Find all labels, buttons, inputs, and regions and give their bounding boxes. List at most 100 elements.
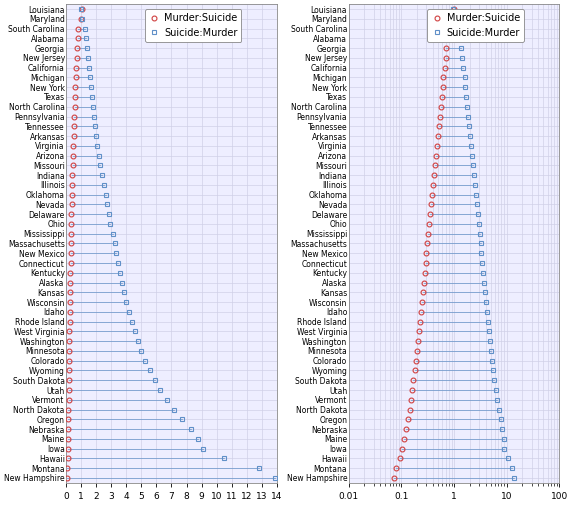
Murder:Suicide [403,426,410,432]
Murder:Suicide [67,270,74,276]
Suicide:Murder [89,104,96,110]
Suicide:Murder [457,35,464,41]
Line: Murder:Suicide: Murder:Suicide [391,7,457,480]
Suicide:Murder [157,387,164,393]
Suicide:Murder [104,201,110,208]
Murder:Suicide [74,35,81,41]
Murder:Suicide [64,456,71,462]
Suicide:Murder [463,94,470,100]
Murder:Suicide [435,123,442,129]
Murder:Suicide [72,84,79,90]
Suicide:Murder [78,16,85,22]
Murder:Suicide [415,338,422,344]
Murder:Suicide [66,319,73,325]
Suicide:Murder [494,397,500,403]
Suicide:Murder [497,416,504,422]
Suicide:Murder [200,445,206,451]
Suicide:Murder [451,16,458,22]
Suicide:Murder [476,231,483,237]
Suicide:Murder [194,436,201,442]
Murder:Suicide [390,475,397,481]
Suicide:Murder [505,456,511,462]
Suicide:Murder [84,55,91,61]
Suicide:Murder [467,143,474,149]
Murder:Suicide [69,172,76,178]
Suicide:Murder [511,475,518,481]
Suicide:Murder [469,162,476,168]
Suicide:Murder [483,309,490,315]
Suicide:Murder [84,45,90,51]
Suicide:Murder [125,309,132,315]
Suicide:Murder [272,475,279,481]
Suicide:Murder [178,416,185,422]
Murder:Suicide [442,55,449,61]
Suicide:Murder [96,153,102,159]
Suicide:Murder [88,84,94,90]
Murder:Suicide [396,456,403,462]
Suicide:Murder [170,407,177,413]
Murder:Suicide [451,6,458,12]
Suicide:Murder [500,436,507,442]
Murder:Suicide [70,133,77,139]
Murder:Suicide [446,26,452,32]
Murder:Suicide [408,397,415,403]
Murder:Suicide [427,211,434,217]
Murder:Suicide [69,162,76,168]
Suicide:Murder [142,358,149,364]
Murder:Suicide [424,240,431,246]
Suicide:Murder [487,348,494,354]
Suicide:Murder [495,407,502,413]
Suicide:Murder [450,6,457,12]
Murder:Suicide [78,6,85,12]
Murder:Suicide [64,475,71,481]
Murder:Suicide [65,416,72,422]
Murder:Suicide [444,35,451,41]
Suicide:Murder [87,74,94,80]
Suicide:Murder [138,348,145,354]
Suicide:Murder [479,260,486,266]
Legend: Murder:Suicide, Suicide:Murder: Murder:Suicide, Suicide:Murder [427,9,524,42]
Suicide:Murder [118,280,125,286]
Suicide:Murder [455,26,462,32]
Murder:Suicide [431,172,438,178]
Suicide:Murder [468,153,475,159]
Suicide:Murder [107,221,114,227]
Murder:Suicide [74,45,81,51]
Murder:Suicide [71,114,78,120]
Suicide:Murder [485,328,492,334]
Murder:Suicide [65,368,72,374]
Suicide:Murder [113,250,120,256]
Murder:Suicide [416,328,423,334]
Suicide:Murder [92,123,98,129]
Murder:Suicide [70,143,77,149]
Suicide:Murder [472,191,479,197]
Murder:Suicide [435,133,442,139]
Suicide:Murder [100,182,107,188]
Suicide:Murder [88,94,95,100]
Murder:Suicide [69,182,76,188]
Suicide:Murder [112,240,118,246]
Line: Murder:Suicide: Murder:Suicide [65,7,84,480]
Suicide:Murder [509,465,515,471]
Suicide:Murder [466,133,473,139]
Suicide:Murder [458,45,465,51]
Murder:Suicide [423,250,430,256]
Suicide:Murder [463,104,470,110]
Murder:Suicide [439,84,446,90]
Murder:Suicide [424,231,431,237]
Suicide:Murder [492,387,499,393]
Murder:Suicide [73,55,80,61]
Suicide:Murder [475,221,482,227]
Murder:Suicide [417,319,424,325]
Murder:Suicide [412,358,419,364]
Suicide:Murder [151,377,158,383]
Line: Suicide:Murder: Suicide:Murder [78,7,277,480]
Suicide:Murder [480,280,487,286]
Suicide:Murder [98,172,105,178]
Murder:Suicide [67,231,74,237]
Murder:Suicide [419,299,426,305]
Murder:Suicide [418,309,425,315]
Murder:Suicide [66,309,73,315]
Legend: Murder:Suicide, Suicide:Murder: Murder:Suicide, Suicide:Murder [145,9,241,42]
Suicide:Murder [475,211,482,217]
